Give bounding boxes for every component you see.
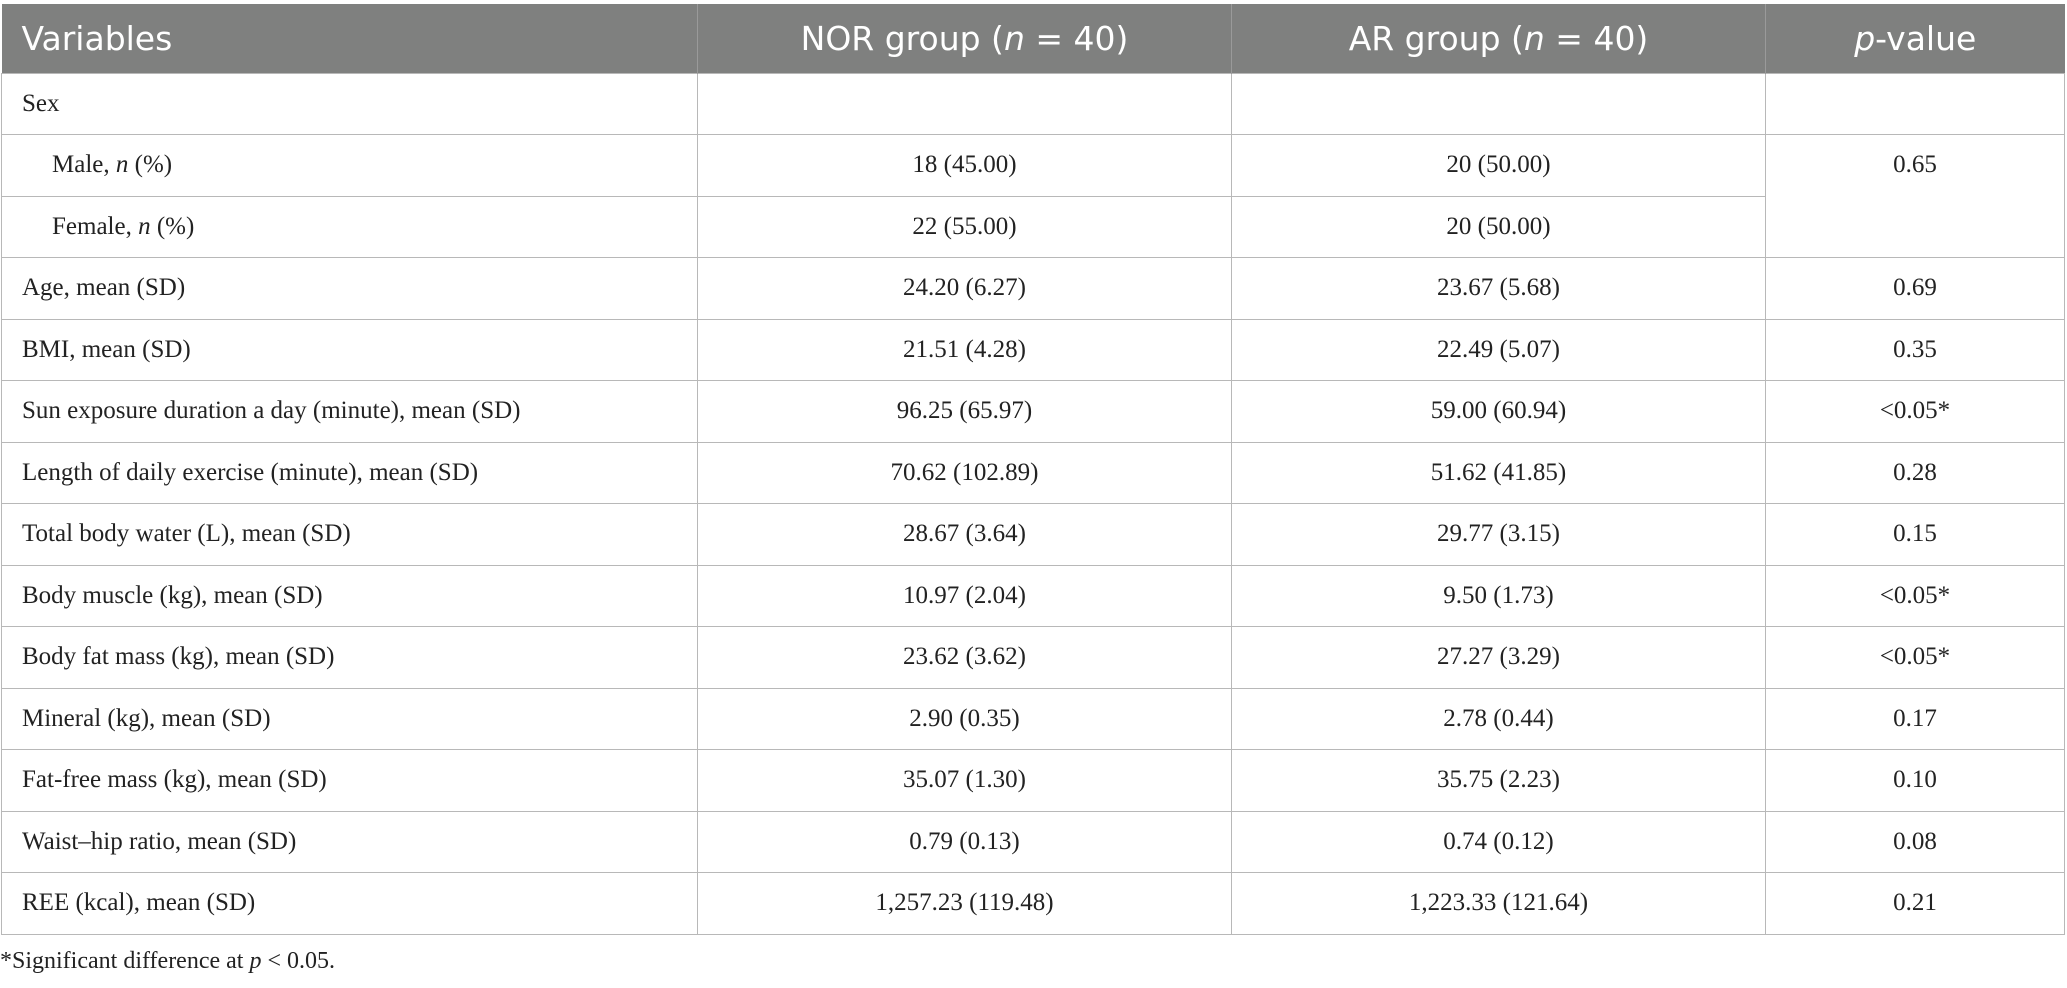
p-value: 0.69 xyxy=(1765,257,2065,320)
ar-value: 27.27 (3.29) xyxy=(1231,626,1766,689)
p-value: <0.05* xyxy=(1765,380,2065,443)
table-row: Sun exposure duration a day (minute), me… xyxy=(1,380,2065,443)
nor-value: 1,257.23 (119.48) xyxy=(697,872,1232,935)
nor-value: 22 (55.00) xyxy=(697,195,1232,258)
nor-value: 10.97 (2.04) xyxy=(697,564,1232,627)
table-row: REE (kcal), mean (SD) 1,257.23 (119.48) … xyxy=(1,872,2065,935)
p-value xyxy=(1765,72,2065,135)
ar-value: 0.74 (0.12) xyxy=(1231,810,1766,873)
row-label: Fat-free mass (kg), mean (SD) xyxy=(1,749,698,812)
table-row: Male, n (%) 18 (45.00) 20 (50.00) 0.65 xyxy=(1,134,2065,258)
table-row: Mineral (kg), mean (SD) 2.90 (0.35) 2.78… xyxy=(1,687,2065,750)
ar-value: 22.49 (5.07) xyxy=(1231,318,1766,381)
p-value: 0.28 xyxy=(1765,441,2065,504)
row-label: REE (kcal), mean (SD) xyxy=(1,872,698,935)
ar-value: 29.77 (3.15) xyxy=(1231,503,1766,566)
nor-value: 18 (45.00) xyxy=(697,134,1232,197)
table-row: BMI, mean (SD) 21.51 (4.28) 22.49 (5.07)… xyxy=(1,318,2065,381)
nor-value: 35.07 (1.30) xyxy=(697,749,1232,812)
table-row: Length of daily exercise (minute), mean … xyxy=(1,441,2065,504)
row-label: Total body water (L), mean (SD) xyxy=(1,503,698,566)
table-row: Fat-free mass (kg), mean (SD) 35.07 (1.3… xyxy=(1,749,2065,812)
p-value: 0.21 xyxy=(1765,872,2065,935)
nor-value: 28.67 (3.64) xyxy=(697,503,1232,566)
nor-value: 0.79 (0.13) xyxy=(697,810,1232,873)
p-value: 0.35 xyxy=(1765,318,2065,381)
nor-value xyxy=(697,72,1232,135)
p-value: 0.65 xyxy=(1765,134,2065,258)
ar-value: 23.67 (5.68) xyxy=(1231,257,1766,320)
p-value: 0.17 xyxy=(1765,687,2065,750)
table-row: Sex xyxy=(1,72,2065,135)
row-label: Length of daily exercise (minute), mean … xyxy=(1,441,698,504)
row-label: BMI, mean (SD) xyxy=(1,318,698,381)
row-label: Waist–hip ratio, mean (SD) xyxy=(1,810,698,873)
ar-value: 35.75 (2.23) xyxy=(1231,749,1766,812)
header-ar-group: AR group (n = 40) xyxy=(1231,4,1766,73)
ar-value: 9.50 (1.73) xyxy=(1231,564,1766,627)
row-label: Body fat mass (kg), mean (SD) xyxy=(1,626,698,689)
header-row: Variables NOR group (n = 40) AR group (n… xyxy=(1,4,2065,73)
ar-value: 1,223.33 (121.64) xyxy=(1231,872,1766,935)
data-table: Variables NOR group (n = 40) AR group (n… xyxy=(1,4,2065,935)
p-value: <0.05* xyxy=(1765,626,2065,689)
nor-value: 24.20 (6.27) xyxy=(697,257,1232,320)
table-row: Waist–hip ratio, mean (SD) 0.79 (0.13) 0… xyxy=(1,810,2065,873)
table-row: Body fat mass (kg), mean (SD) 23.62 (3.6… xyxy=(1,626,2065,689)
row-label: Male, n (%) xyxy=(1,134,698,197)
table-footnote: *Significant difference at p < 0.05. xyxy=(0,948,336,974)
ar-value: 51.62 (41.85) xyxy=(1231,441,1766,504)
nor-value: 21.51 (4.28) xyxy=(697,318,1232,381)
p-value: 0.08 xyxy=(1765,810,2065,873)
table-row: Body muscle (kg), mean (SD) 10.97 (2.04)… xyxy=(1,564,2065,627)
p-value: 0.15 xyxy=(1765,503,2065,566)
table-row: Total body water (L), mean (SD) 28.67 (3… xyxy=(1,503,2065,566)
header-nor-group: NOR group (n = 40) xyxy=(697,4,1232,73)
nor-value: 96.25 (65.97) xyxy=(697,380,1232,443)
table-row: Age, mean (SD) 24.20 (6.27) 23.67 (5.68)… xyxy=(1,257,2065,320)
row-label: Age, mean (SD) xyxy=(1,257,698,320)
ar-value: 59.00 (60.94) xyxy=(1231,380,1766,443)
row-label: Sun exposure duration a day (minute), me… xyxy=(1,380,698,443)
header-variables: Variables xyxy=(1,4,698,73)
row-label: Mineral (kg), mean (SD) xyxy=(1,687,698,750)
nor-value: 23.62 (3.62) xyxy=(697,626,1232,689)
table-row: Female, n (%) 22 (55.00) 20 (50.00) xyxy=(1,195,2065,258)
nor-value: 70.62 (102.89) xyxy=(697,441,1232,504)
row-label: Sex xyxy=(1,72,698,135)
row-label: Body muscle (kg), mean (SD) xyxy=(1,564,698,627)
p-value: <0.05* xyxy=(1765,564,2065,627)
ar-value xyxy=(1231,72,1766,135)
ar-value: 20 (50.00) xyxy=(1231,134,1766,197)
ar-value: 2.78 (0.44) xyxy=(1231,687,1766,750)
header-p-value: p-value xyxy=(1765,4,2065,73)
ar-value: 20 (50.00) xyxy=(1231,195,1766,258)
nor-value: 2.90 (0.35) xyxy=(697,687,1232,750)
row-label: Female, n (%) xyxy=(1,195,698,258)
p-value: 0.10 xyxy=(1765,749,2065,812)
